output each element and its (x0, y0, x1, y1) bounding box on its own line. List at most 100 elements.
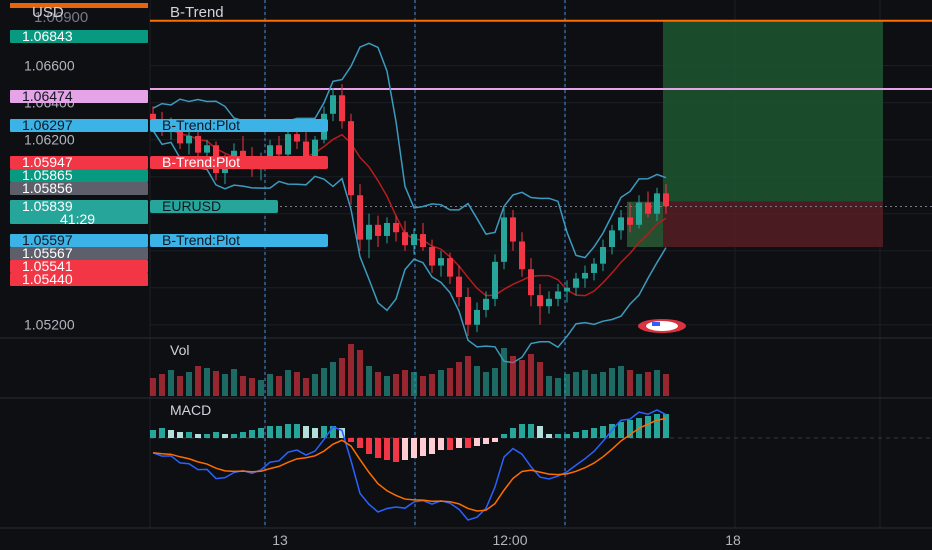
candle-body (609, 230, 615, 248)
candle-body (393, 222, 399, 233)
macd-histogram-bar (528, 424, 534, 438)
candle-body (474, 309, 480, 325)
candle-body (204, 145, 210, 153)
candle-body (600, 247, 606, 264)
horizontal-levels[interactable] (150, 19, 932, 207)
price-tick-partial: 1.06900 (34, 9, 88, 26)
plot-tag-text: B-Trend:Plot (162, 117, 240, 133)
time-tick-label: 12:00 (492, 532, 527, 548)
candle-body (348, 121, 354, 196)
price-label-box (10, 234, 148, 247)
volume-bar (357, 350, 363, 396)
plot-tag-box (150, 200, 278, 213)
price-label-box (10, 273, 148, 286)
macd-histogram-bar (519, 424, 525, 438)
volume-bar (150, 378, 156, 396)
candle-body (366, 224, 372, 240)
price-label-text: 1.06474 (22, 88, 73, 104)
macd-histogram-bar (375, 438, 381, 458)
price-label-box (10, 200, 148, 224)
plot-tag-box (150, 156, 328, 169)
take-profit-zone[interactable] (663, 20, 883, 202)
volume-bar (366, 366, 372, 396)
stop-loss-zone[interactable] (663, 201, 883, 248)
candle-body (663, 193, 669, 207)
plot-tag-box (150, 234, 328, 247)
volume-bar (213, 371, 219, 396)
volume-bar (474, 366, 480, 396)
volume-bar (159, 374, 165, 396)
volume-bar (384, 376, 390, 396)
price-label-text: 1.06843 (22, 28, 73, 44)
candle-body (285, 134, 291, 155)
macd-histogram-bar (645, 416, 651, 438)
price-label-box (10, 260, 148, 273)
volume-bar (618, 366, 624, 396)
volume-bar (177, 376, 183, 396)
candle-body (618, 217, 624, 231)
macd-histogram-bar (312, 428, 318, 438)
macd-histogram-bar (294, 424, 300, 438)
price-label-text: 1.05541 (22, 258, 73, 274)
macd-histogram-bar (222, 434, 228, 438)
candle-body (150, 113, 156, 120)
price-label-text: 1.05597 (22, 232, 73, 248)
volume-bar (411, 372, 417, 396)
volume-bar (654, 370, 660, 396)
macd-histogram-bar (618, 422, 624, 438)
macd-histogram-bar (537, 426, 543, 438)
macd-histogram-bar (447, 438, 453, 450)
macd-histogram-bar (411, 438, 417, 458)
candle-body (627, 217, 633, 225)
volume-bar (438, 370, 444, 396)
volume-bar (483, 372, 489, 396)
macd-histogram-bar (483, 438, 489, 444)
candle-body (402, 232, 408, 246)
volume-label[interactable]: Vol (170, 342, 189, 358)
volume-bar (645, 372, 651, 396)
lower-band-line (152, 130, 667, 364)
macd-histogram-bar (600, 426, 606, 438)
macd-histogram-bar (150, 430, 156, 438)
volume-bar (663, 374, 669, 396)
price-label-box (10, 90, 148, 103)
macd-histogram-bar (627, 420, 633, 438)
candle-body (645, 202, 651, 214)
time-tick-label: 18 (725, 532, 741, 548)
indicator-title[interactable]: B-Trend (170, 4, 224, 21)
macd-label[interactable]: MACD (170, 402, 211, 418)
candle-body (573, 278, 579, 288)
volume-bar (519, 360, 525, 396)
candle-body (384, 222, 390, 236)
volume-bar (231, 369, 237, 396)
volume-bar (510, 356, 516, 396)
volume-bar (546, 376, 552, 396)
candle-body (537, 295, 543, 307)
volume-bar (204, 368, 210, 396)
top-orange-tab (10, 3, 148, 8)
macd-histogram-bar (195, 434, 201, 438)
candle-body (582, 272, 588, 279)
flag-icon[interactable] (638, 319, 686, 333)
position-zones[interactable] (627, 20, 883, 248)
price-label-text: 1.05567 (22, 245, 73, 261)
volume-bar (501, 348, 507, 396)
macd-histogram-bar (384, 438, 390, 460)
volume-bar (447, 368, 453, 396)
price-label-box (10, 30, 148, 43)
macd-histogram-bar (168, 430, 174, 438)
macd-histogram-bar (501, 434, 507, 438)
volume-bar (321, 368, 327, 396)
currency-label[interactable]: USD (32, 4, 64, 21)
macd-histogram-bar (402, 438, 408, 460)
volume-bar (456, 362, 462, 396)
price-label-box (10, 182, 148, 195)
macd-histogram-bar (330, 426, 336, 438)
volume-bar (492, 368, 498, 396)
macd-histogram-bar (555, 434, 561, 438)
candle-body (177, 123, 183, 144)
candle-body (429, 247, 435, 266)
volume-bar (636, 374, 642, 396)
volume-bar (528, 354, 534, 396)
